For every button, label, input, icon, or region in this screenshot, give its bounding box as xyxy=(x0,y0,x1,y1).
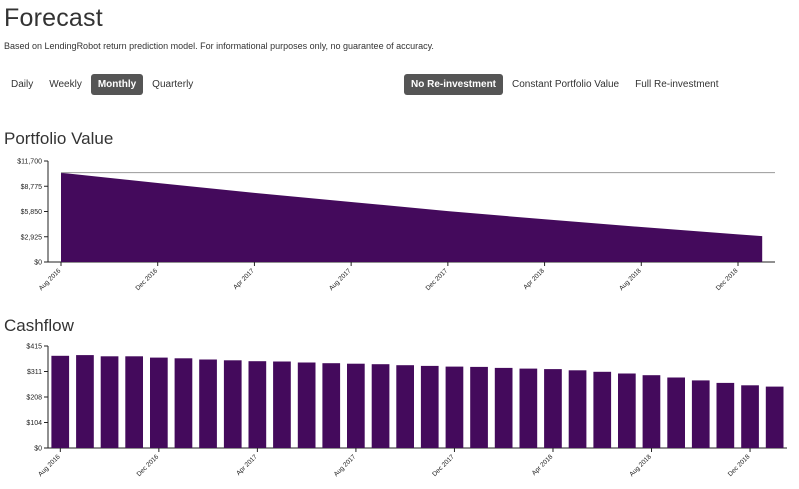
tab-no-reinvestment[interactable]: No Re-investment xyxy=(404,74,504,95)
cashflow-bar xyxy=(470,366,488,448)
y-tick-label: $8,775 xyxy=(21,184,43,191)
x-tick-label: Aug 2016 xyxy=(38,267,63,292)
x-tick-label: Dec 2018 xyxy=(715,267,740,292)
x-tick-label: Dec 2018 xyxy=(727,453,752,478)
cashflow-bar xyxy=(593,371,612,448)
x-tick-label: Dec 2017 xyxy=(425,267,450,292)
cashflow-bar xyxy=(297,362,316,448)
x-tick-label: Dec 2016 xyxy=(136,453,161,478)
y-tick-label: $208 xyxy=(26,395,42,402)
portfolio-value-area xyxy=(61,172,763,262)
tab-daily[interactable]: Daily xyxy=(11,79,34,90)
y-tick-label: $0 xyxy=(34,446,42,453)
cashflow-bar xyxy=(519,368,538,448)
cashflow-bar xyxy=(716,382,735,448)
cashflow-bar xyxy=(150,357,168,448)
cashflow-bar xyxy=(396,365,414,448)
x-tick-label: Aug 2017 xyxy=(333,453,358,478)
y-tick-label: $415 xyxy=(26,344,42,351)
cashflow-bar xyxy=(322,363,341,448)
x-tick-label: Apr 2017 xyxy=(232,267,256,291)
x-tick-label: Aug 2017 xyxy=(328,267,353,292)
page-subtitle: Based on LendingRobot return prediction … xyxy=(4,41,434,51)
cashflow-chart: $0 $104 $208 $311 $415 Aug 2016 Dec 2016 Apr 20… xyxy=(26,344,787,478)
x-tick-label: Aug 2016 xyxy=(37,453,62,478)
cashflow-bar xyxy=(445,366,464,448)
cashflow-bar xyxy=(544,369,562,448)
cashflow-bar xyxy=(494,367,513,448)
cashflow-bar xyxy=(223,360,242,448)
cashflow-bar xyxy=(741,385,759,448)
cashflow-bar xyxy=(420,365,439,448)
period-toggle: Daily Weekly Monthly Quarterly xyxy=(4,74,200,95)
tab-full-reinvestment[interactable]: Full Re-investment xyxy=(635,79,719,90)
x-tick-label: Dec 2016 xyxy=(135,267,160,292)
tab-constant-portfolio-value[interactable]: Constant Portfolio Value xyxy=(512,79,620,90)
reinvestment-toggle: No Re-investment Constant Portfolio Valu… xyxy=(404,74,725,95)
cashflow-bar xyxy=(248,361,267,448)
cashflow-bar xyxy=(691,380,710,448)
tab-monthly[interactable]: Monthly xyxy=(90,74,144,95)
x-tick-label: Aug 2018 xyxy=(618,267,643,292)
portfolio-value-chart: $0 $2,925 $5,850 $8,775 $11,700 Aug 2016 Dec 2… xyxy=(17,159,775,292)
cashflow-bar xyxy=(100,356,119,448)
tab-weekly[interactable]: Weekly xyxy=(49,79,82,90)
cashflow-bar xyxy=(347,363,365,448)
cashflow-bar xyxy=(125,356,143,448)
cashflow-bar xyxy=(618,373,636,448)
cashflow-bar xyxy=(76,355,94,448)
page-title: Forecast xyxy=(4,4,103,32)
x-tick-label: Apr 2017 xyxy=(235,453,259,477)
cashflow-bar xyxy=(667,377,685,448)
portfolio-value-title: Portfolio Value xyxy=(4,129,114,148)
x-tick-label: Aug 2018 xyxy=(628,453,653,478)
y-tick-label: $0 xyxy=(34,260,42,267)
y-tick-label: $5,850 xyxy=(21,209,43,216)
y-tick-label: $11,700 xyxy=(17,159,42,166)
y-tick-label: $2,925 xyxy=(21,234,43,241)
x-tick-label: Dec 2017 xyxy=(431,453,456,478)
cashflow-bar xyxy=(51,355,70,448)
cashflow-bar xyxy=(273,361,291,448)
y-tick-label: $104 xyxy=(26,420,42,427)
y-tick-label: $311 xyxy=(27,369,42,376)
cashflow-bar xyxy=(642,375,661,448)
x-tick-label: Apr 2018 xyxy=(531,453,555,477)
cashflow-bar xyxy=(199,359,217,448)
cashflow-title: Cashflow xyxy=(4,316,74,335)
cashflow-bar xyxy=(568,370,587,448)
cashflow-bar xyxy=(765,386,784,448)
cashflow-bar xyxy=(174,358,193,448)
cashflow-bar xyxy=(371,364,390,448)
x-tick-label: Apr 2018 xyxy=(522,267,546,291)
tab-quarterly[interactable]: Quarterly xyxy=(152,79,194,90)
